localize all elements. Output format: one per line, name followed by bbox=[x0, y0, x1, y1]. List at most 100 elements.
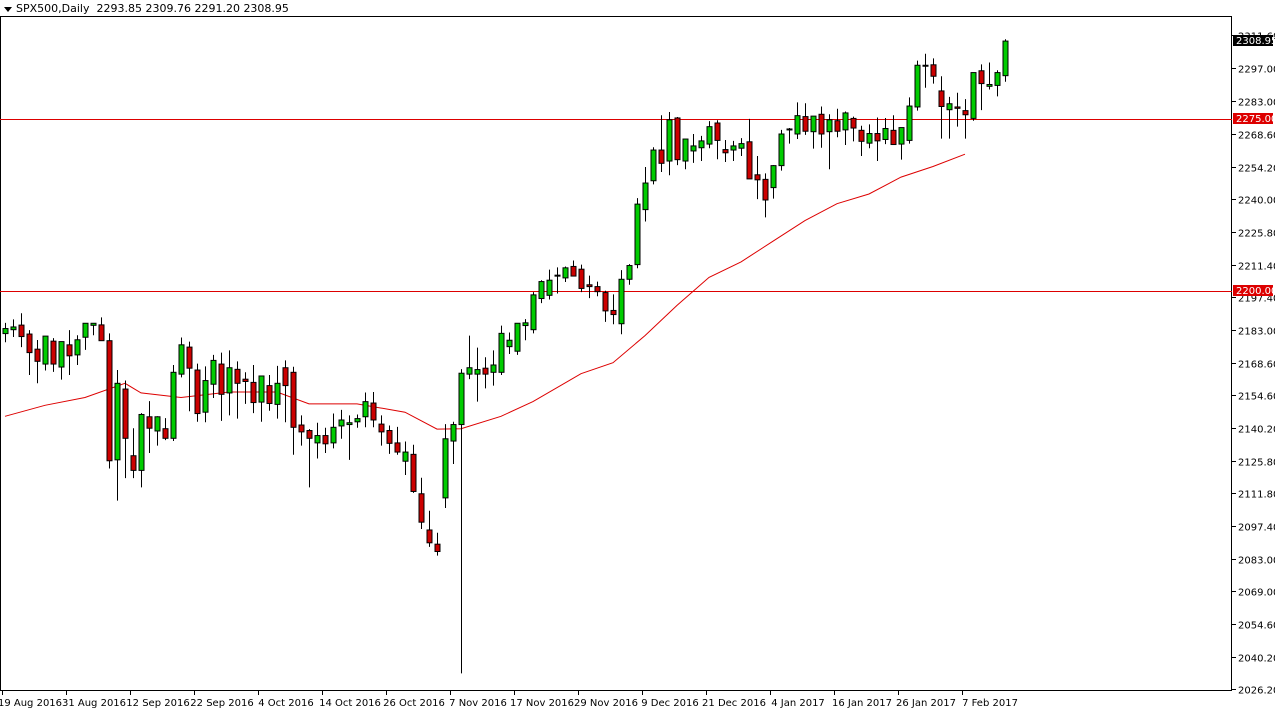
candle-bullish bbox=[882, 127, 889, 140]
candle-bearish bbox=[290, 371, 297, 428]
candle-bullish bbox=[474, 369, 481, 375]
candle-bearish bbox=[378, 423, 385, 433]
y-tick-label: 2240.00 bbox=[1238, 196, 1275, 207]
x-tick-label: 16 Jan 2017 bbox=[832, 698, 892, 709]
candle-bearish bbox=[850, 117, 857, 129]
candle-bullish bbox=[690, 145, 697, 152]
candle-bearish bbox=[978, 70, 985, 85]
candle-bullish bbox=[210, 359, 217, 385]
candle-bullish bbox=[530, 294, 537, 331]
level-price-label: 2275.00 bbox=[1236, 114, 1275, 125]
chart-header: SPX500,Daily 2293.85 2309.76 2291.20 230… bbox=[4, 2, 289, 15]
candle-bearish bbox=[674, 117, 681, 161]
x-tick-label: 29 Nov 2016 bbox=[574, 698, 638, 709]
current-price-box bbox=[1233, 35, 1273, 46]
candle-bullish bbox=[826, 119, 833, 133]
candle-bullish bbox=[538, 281, 545, 300]
candle-bearish bbox=[410, 453, 417, 492]
candle-bearish bbox=[874, 133, 881, 142]
candle-bearish bbox=[762, 178, 769, 201]
candle-bearish bbox=[802, 116, 809, 132]
candle-bullish bbox=[450, 424, 457, 442]
candle-bearish bbox=[186, 346, 193, 369]
candle-bearish bbox=[722, 149, 729, 154]
x-tick-label: 12 Sep 2016 bbox=[126, 698, 189, 709]
candle-bearish bbox=[418, 493, 425, 523]
candle-bearish bbox=[234, 368, 241, 384]
candle-bearish bbox=[578, 268, 585, 289]
level-price-label: 2200.00 bbox=[1236, 286, 1275, 297]
x-tick-label: 31 Aug 2016 bbox=[62, 698, 126, 709]
candle-bullish bbox=[682, 138, 689, 162]
y-tick-label: 2283.00 bbox=[1238, 98, 1275, 109]
candle-bearish bbox=[658, 149, 665, 164]
candle-bullish bbox=[178, 344, 185, 375]
y-tick-label: 2225.80 bbox=[1238, 229, 1275, 240]
candle-bullish bbox=[58, 341, 65, 368]
x-tick-label: 7 Feb 2017 bbox=[962, 698, 1018, 709]
ohlc-readout: 2293.85 2309.76 2291.20 2308.95 bbox=[96, 2, 289, 15]
candle-bullish bbox=[618, 278, 625, 325]
candle-bearish bbox=[370, 402, 377, 421]
candle-bullish bbox=[138, 413, 145, 471]
candle-bearish bbox=[34, 348, 41, 362]
candle-bearish bbox=[26, 333, 33, 354]
x-tick-label: 4 Jan 2017 bbox=[771, 698, 825, 709]
candle-bearish bbox=[218, 363, 225, 395]
candle-bullish bbox=[698, 140, 705, 149]
candle-bullish bbox=[346, 422, 353, 426]
candle-bearish bbox=[394, 442, 401, 453]
candle-bullish bbox=[986, 83, 993, 87]
level-price-box bbox=[1233, 285, 1273, 296]
candle-bullish bbox=[650, 149, 657, 182]
candle-bearish bbox=[746, 141, 753, 180]
y-tick-label: 2054.60 bbox=[1238, 621, 1275, 632]
y-tick-label: 2154.60 bbox=[1238, 392, 1275, 403]
candle-bearish bbox=[122, 388, 129, 439]
candle-bearish bbox=[98, 324, 105, 342]
symbol-label: SPX500,Daily bbox=[16, 2, 90, 15]
candle-bullish bbox=[154, 416, 161, 432]
candle-bullish bbox=[458, 372, 465, 426]
candle-bullish bbox=[522, 322, 529, 327]
candle-bearish bbox=[322, 435, 329, 445]
candle-bullish bbox=[898, 127, 905, 145]
candle-bearish bbox=[298, 424, 305, 433]
collapse-arrow-icon[interactable] bbox=[4, 6, 12, 12]
candle-bearish bbox=[554, 274, 561, 277]
candle-bullish bbox=[402, 451, 409, 462]
candle-bullish bbox=[946, 103, 953, 111]
candle-bullish bbox=[226, 367, 233, 394]
x-tick-label: 14 Oct 2016 bbox=[319, 698, 381, 709]
candle-bearish bbox=[18, 324, 25, 338]
candle-bearish bbox=[938, 90, 945, 107]
candle-bearish bbox=[106, 340, 113, 462]
x-tick-label: 22 Sep 2016 bbox=[190, 698, 253, 709]
candle-bearish bbox=[962, 110, 969, 116]
candle-bullish bbox=[546, 279, 553, 296]
y-tick-label: 2197.40 bbox=[1238, 294, 1275, 305]
candle-bullish bbox=[10, 326, 17, 331]
x-tick-label: 26 Oct 2016 bbox=[383, 698, 445, 709]
candle-bullish bbox=[258, 375, 265, 403]
candle-bullish bbox=[490, 364, 497, 373]
x-tick-label: 4 Oct 2016 bbox=[258, 698, 313, 709]
plot-frame bbox=[0, 16, 1232, 691]
x-tick-label: 17 Nov 2016 bbox=[510, 698, 574, 709]
candle-bearish bbox=[146, 416, 153, 429]
level-price-box bbox=[1233, 113, 1273, 124]
y-tick-label: 2140.20 bbox=[1238, 425, 1275, 436]
current-price-label: 2308.95 bbox=[1236, 36, 1275, 47]
candle-bullish bbox=[442, 438, 449, 499]
candle-bullish bbox=[114, 382, 121, 461]
candle-bearish bbox=[570, 265, 577, 277]
candle-bullish bbox=[778, 133, 785, 167]
candle-bullish bbox=[2, 328, 9, 335]
candle-bullish bbox=[466, 367, 473, 375]
y-tick-label: 2069.00 bbox=[1238, 588, 1275, 599]
candle-bullish bbox=[506, 339, 513, 348]
candle-bearish bbox=[66, 344, 73, 357]
candle-bearish bbox=[818, 113, 825, 135]
candle-bearish bbox=[714, 122, 721, 141]
